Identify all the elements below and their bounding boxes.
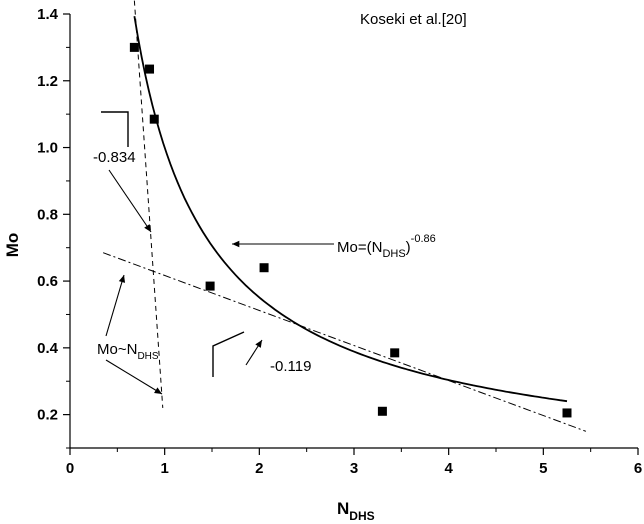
arrow-to-dashed-line-head: [144, 224, 151, 232]
fit-lines: [102, 0, 587, 432]
dashdot-fit-line: [102, 252, 587, 432]
data-point: [377, 406, 387, 416]
y-axis-title: Mo: [3, 233, 22, 258]
slope-shallow-label: -0.119: [270, 358, 311, 375]
x-tick-label: 3: [350, 460, 358, 477]
x-tick-label: 0: [66, 460, 74, 477]
y-tick-label: 1.2: [37, 73, 58, 90]
axes: 0 1 2 3 4 5 6 0.2 0.4 0.6 0.8 1.0 1.2 1.4: [37, 6, 642, 477]
equation-prefix: Mo=(N: [337, 239, 382, 256]
y-tick-label: 0.6: [37, 273, 58, 290]
data-point: [205, 281, 215, 291]
y-tick-label: 0.8: [37, 206, 58, 223]
y-tick-label: 0.4: [37, 340, 59, 357]
power-law-fit-line: [133, 16, 568, 403]
chart-title: Koseki et al.[20]: [360, 11, 467, 28]
data-points: [129, 42, 572, 418]
x-tick-label: 6: [634, 460, 642, 477]
y-tick-label: 1.0: [37, 140, 58, 157]
y-tick-label: 0.2: [37, 407, 58, 424]
slope-marker-shallow: [212, 331, 245, 377]
equation-sub: DHS: [382, 248, 405, 260]
data-point: [390, 348, 400, 358]
equation-annotation: Mo=(NDHS)-0.86: [337, 233, 436, 260]
data-point: [145, 64, 155, 74]
x-tick-label: 2: [255, 460, 263, 477]
dashed-fit-line: [133, 0, 164, 408]
relation-sub: DHS: [137, 351, 158, 362]
x-tick-label: 1: [160, 460, 168, 477]
arrow-relation-up: [105, 274, 125, 337]
arrow-to-dashdot-line-head: [255, 340, 262, 348]
data-point: [259, 263, 269, 273]
x-tick-label: 4: [444, 460, 453, 477]
arrow-relation-down: [105, 359, 163, 395]
slope-marker-steep: [101, 111, 129, 147]
data-point: [149, 114, 159, 124]
x-axis-title-main: N: [337, 499, 349, 518]
y-tick-label: 1.4: [37, 6, 59, 23]
arrow-relation-down-head: [154, 387, 162, 394]
x-axis-title: NDHS: [337, 499, 375, 523]
annotation-arrows: [101, 111, 334, 395]
relation-annotation: Mo~NDHS: [97, 341, 159, 362]
arrow-to-power-curve-head: [232, 240, 240, 248]
equation-sup: -0.86: [411, 233, 436, 245]
x-axis-title-sub: DHS: [349, 509, 374, 523]
equation-suffix: ): [406, 239, 411, 256]
data-point: [562, 408, 572, 418]
arrow-to-dashed-line: [108, 169, 152, 233]
x-tick-label: 5: [539, 460, 547, 477]
arrow-relation-up-head: [118, 275, 126, 283]
data-point: [129, 42, 139, 52]
relation-prefix: Mo~N: [97, 341, 137, 358]
slope-steep-label: -0.834: [93, 149, 136, 166]
